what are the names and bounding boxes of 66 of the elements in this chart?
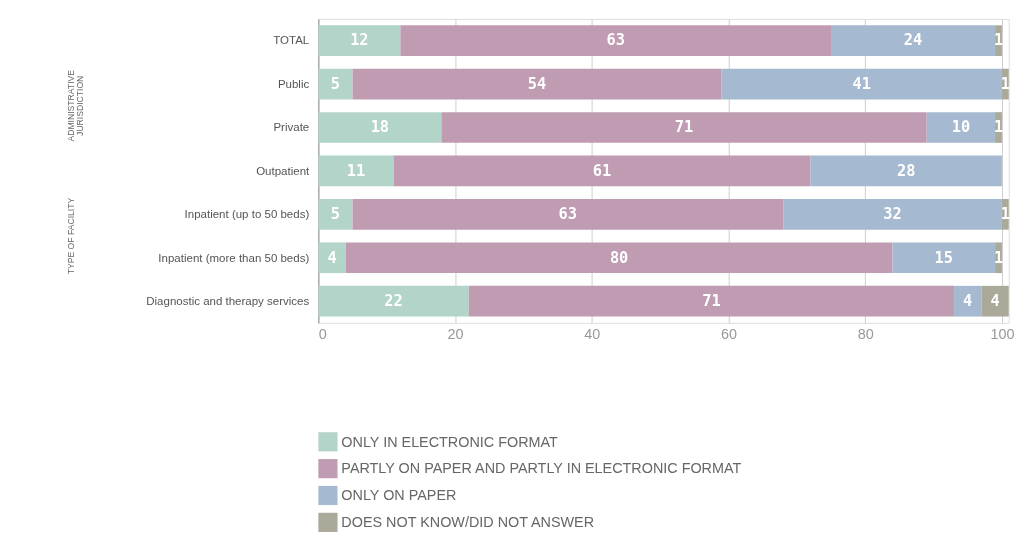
data-label: 54	[527, 74, 547, 93]
data-label: 18	[370, 118, 390, 137]
bar	[393, 155, 811, 187]
data-label: 4	[327, 248, 337, 267]
data-label: 5	[330, 74, 341, 93]
text: ADMINISTRATIVE JURISDICTION	[65, 69, 86, 142]
data-label: 1	[993, 31, 1004, 50]
bar	[352, 68, 722, 100]
data-label: 24	[903, 31, 923, 50]
data-label: 1	[993, 118, 1004, 137]
data-label: 61	[592, 161, 612, 180]
data-label: 11	[346, 161, 366, 180]
data-label: 1	[993, 248, 1004, 267]
y-tick-label: Public	[277, 77, 310, 90]
data-label: 5	[330, 205, 341, 224]
bar	[892, 242, 996, 274]
bar	[721, 68, 1002, 100]
x-tick-label: 40	[584, 325, 601, 342]
legend-label: PARTLY ON PAPER AND PARTLY IN ELECTRONIC FORMAT	[341, 460, 742, 477]
bar	[954, 285, 982, 317]
y-tick-label: Inpatient (up to 50 beds)	[184, 208, 310, 221]
y-tick-label: TOTAL	[273, 34, 310, 47]
data-label: 32	[883, 205, 902, 224]
text: TYPE OF FACILITY	[65, 197, 76, 275]
bar	[441, 112, 927, 143]
legend-label: ONLY ON PAPER	[341, 487, 457, 504]
x-tick-label: 60	[720, 325, 737, 342]
data-label: 63	[558, 205, 578, 224]
legend-label: DOES NOT KNOW/DID NOT ANSWER	[341, 514, 595, 531]
data-label: 63	[606, 31, 625, 50]
data-label: 4	[963, 291, 973, 310]
y-tick-label: Outpatient	[256, 164, 311, 177]
bar	[400, 25, 832, 56]
data-label: 12	[350, 31, 369, 50]
y-tick-label: Private	[273, 121, 310, 134]
legend-label: ONLY IN ELECTRONIC FORMAT	[341, 433, 559, 450]
data-label: 41	[852, 74, 872, 93]
bar	[318, 25, 401, 56]
data-label: 4	[990, 291, 1000, 310]
bar	[318, 285, 469, 317]
bar	[318, 68, 353, 100]
data-label: 71	[674, 118, 694, 137]
bar	[468, 285, 955, 317]
bar	[318, 199, 353, 230]
bar	[810, 155, 1002, 187]
bar	[926, 112, 996, 143]
bar	[345, 242, 893, 274]
bar	[318, 242, 346, 274]
data-label: 15	[934, 248, 954, 267]
bar	[352, 199, 784, 230]
bar	[831, 25, 996, 56]
x-tick-label: 0	[318, 325, 327, 342]
bar	[783, 199, 1002, 230]
data-label: 28	[896, 161, 916, 180]
data-label: 71	[702, 291, 721, 310]
x-tick-label: 80	[857, 325, 874, 342]
data-label: 22	[384, 291, 403, 310]
y-tick-label: Inpatient (more than 50 beds)	[158, 251, 310, 264]
bar	[981, 285, 1009, 317]
bar	[318, 112, 442, 143]
bar	[318, 155, 394, 187]
y-tick-label: Diagnostic and therapy services	[146, 295, 310, 308]
x-tick-label: 100	[990, 325, 1015, 342]
data-label: 80	[609, 248, 629, 267]
data-label: 10	[951, 118, 971, 137]
x-tick-label: 20	[447, 325, 464, 342]
